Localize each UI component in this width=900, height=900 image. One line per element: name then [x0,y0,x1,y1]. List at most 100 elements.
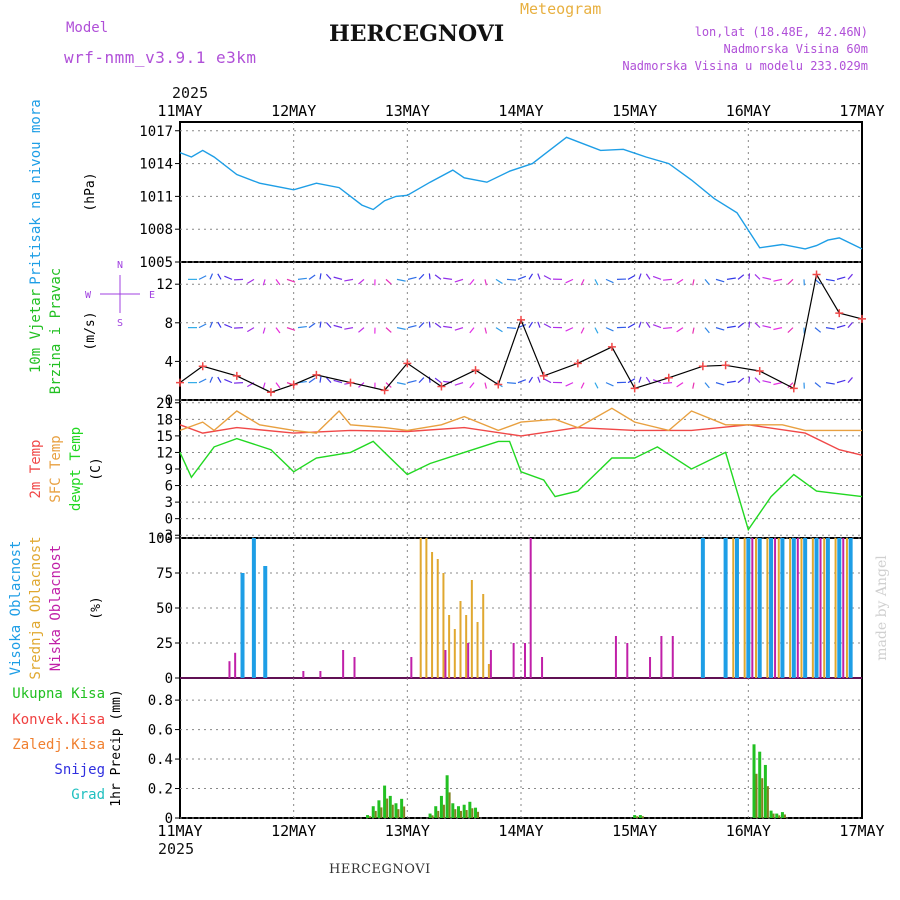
wind-barb [528,273,534,280]
precip-bar-secondary [403,806,406,818]
wind-barb [506,278,516,281]
wind-barb [217,273,222,280]
cloud-bar [465,615,468,678]
wind-barb [297,277,307,280]
wind-barb [198,378,207,384]
precip-bar-secondary [471,808,474,818]
wind-barb [737,322,745,329]
wind-barb [663,278,673,281]
cloud-bar [700,538,705,678]
wind-barb [262,327,266,334]
cloud-bar [529,538,532,678]
cloud-bar [671,636,674,678]
wind-barb [434,322,442,329]
wind-barb [836,324,846,329]
precip-bar [758,751,762,818]
precip-bar-secondary [477,811,480,818]
precip-bar [445,775,449,818]
wind-barb [506,327,516,329]
wind-barb [692,327,695,334]
cloud-bar [743,538,746,678]
wind-barb [645,321,651,328]
precip-bar-secondary [465,810,468,818]
wind-barb [580,327,585,334]
precip-bar-secondary [431,815,434,818]
wind-barb [605,278,614,284]
wind-barb [325,377,332,384]
wind-barb [224,378,233,384]
wind-speed-marker [471,366,480,375]
wind-barb [773,382,783,386]
wind-barb [319,376,322,383]
precip-label: Ukupna Kisa [12,686,105,702]
wind-barb [484,382,487,389]
wind-ylabel: (m/s) [83,311,98,350]
wind-barb [692,279,695,286]
cloud-bar [444,650,447,678]
wind-barb [787,278,794,285]
cloud-label-mid: Srednja Oblacnost [28,536,44,679]
wind-barb [358,278,365,285]
wind-barb [787,382,794,388]
temperature-y-tick-label: 12 [156,445,173,461]
cloud-bar [819,538,822,678]
precip-bar [780,812,784,818]
precip-bar-secondary [459,810,462,818]
precip-bar-secondary [454,809,457,818]
clouds-y-tick-label: 25 [156,636,173,652]
temperature-y-tick-label: -3 [156,528,173,544]
wind-barb [495,327,503,333]
cloud-bar [319,671,322,678]
wind-barb [663,382,673,385]
precip-bar [377,800,381,818]
wind-barb [638,321,642,328]
wind-barb [645,273,651,280]
wind-speed-marker [176,378,184,387]
wind-barb [308,377,316,384]
wind-barb [469,327,475,334]
wind-speed-marker [539,371,548,380]
temp-ylabel: (C) [89,457,104,480]
wind-barb [715,278,725,283]
wind-barb [847,322,853,329]
precip-label: Snijeg [54,762,105,778]
wind-barb [773,327,783,331]
wind-barb [847,273,853,280]
wind-barb [217,321,222,328]
precip-bar-secondary [386,798,389,818]
temperature-y-tick-label: 21 [156,396,173,412]
x-tick-label-top: 15MAY [612,102,657,120]
wind-barb [385,278,392,285]
wind-barb [627,378,636,384]
pressure-y-tick-label: 1011 [139,189,173,205]
precip-y-tick-label: 0 [165,811,173,827]
x-tick-label-top: 13MAY [385,102,430,120]
wind-barb [825,382,835,385]
wind-barb [407,379,417,384]
temp-series-line [179,407,862,434]
wind-barb [484,279,487,286]
cloud-bar [251,538,256,678]
wind-barb [594,382,599,389]
precip-bar [462,804,466,818]
wind-barb [428,376,431,383]
wind-title-2: Brzina i Pravac [48,268,64,394]
wind-barb [198,323,207,329]
wind-barb [762,380,772,384]
wind-barb [663,327,673,330]
precip-bar [633,815,637,818]
wind-y-tick-label: 4 [165,354,173,370]
wind-barb [407,276,417,280]
cloud-bar [777,538,780,678]
wind-speed-marker [346,378,355,387]
wind-speed-marker [517,315,525,324]
wind-barb [308,274,316,280]
wind-barb [333,276,343,280]
wind-barb [428,273,431,280]
cloud-bar [757,538,762,678]
temp-label-sfc: SFC Temp [48,435,64,502]
wind-barb [297,325,307,329]
wind-barb [737,377,745,384]
wind-barb [344,327,354,330]
